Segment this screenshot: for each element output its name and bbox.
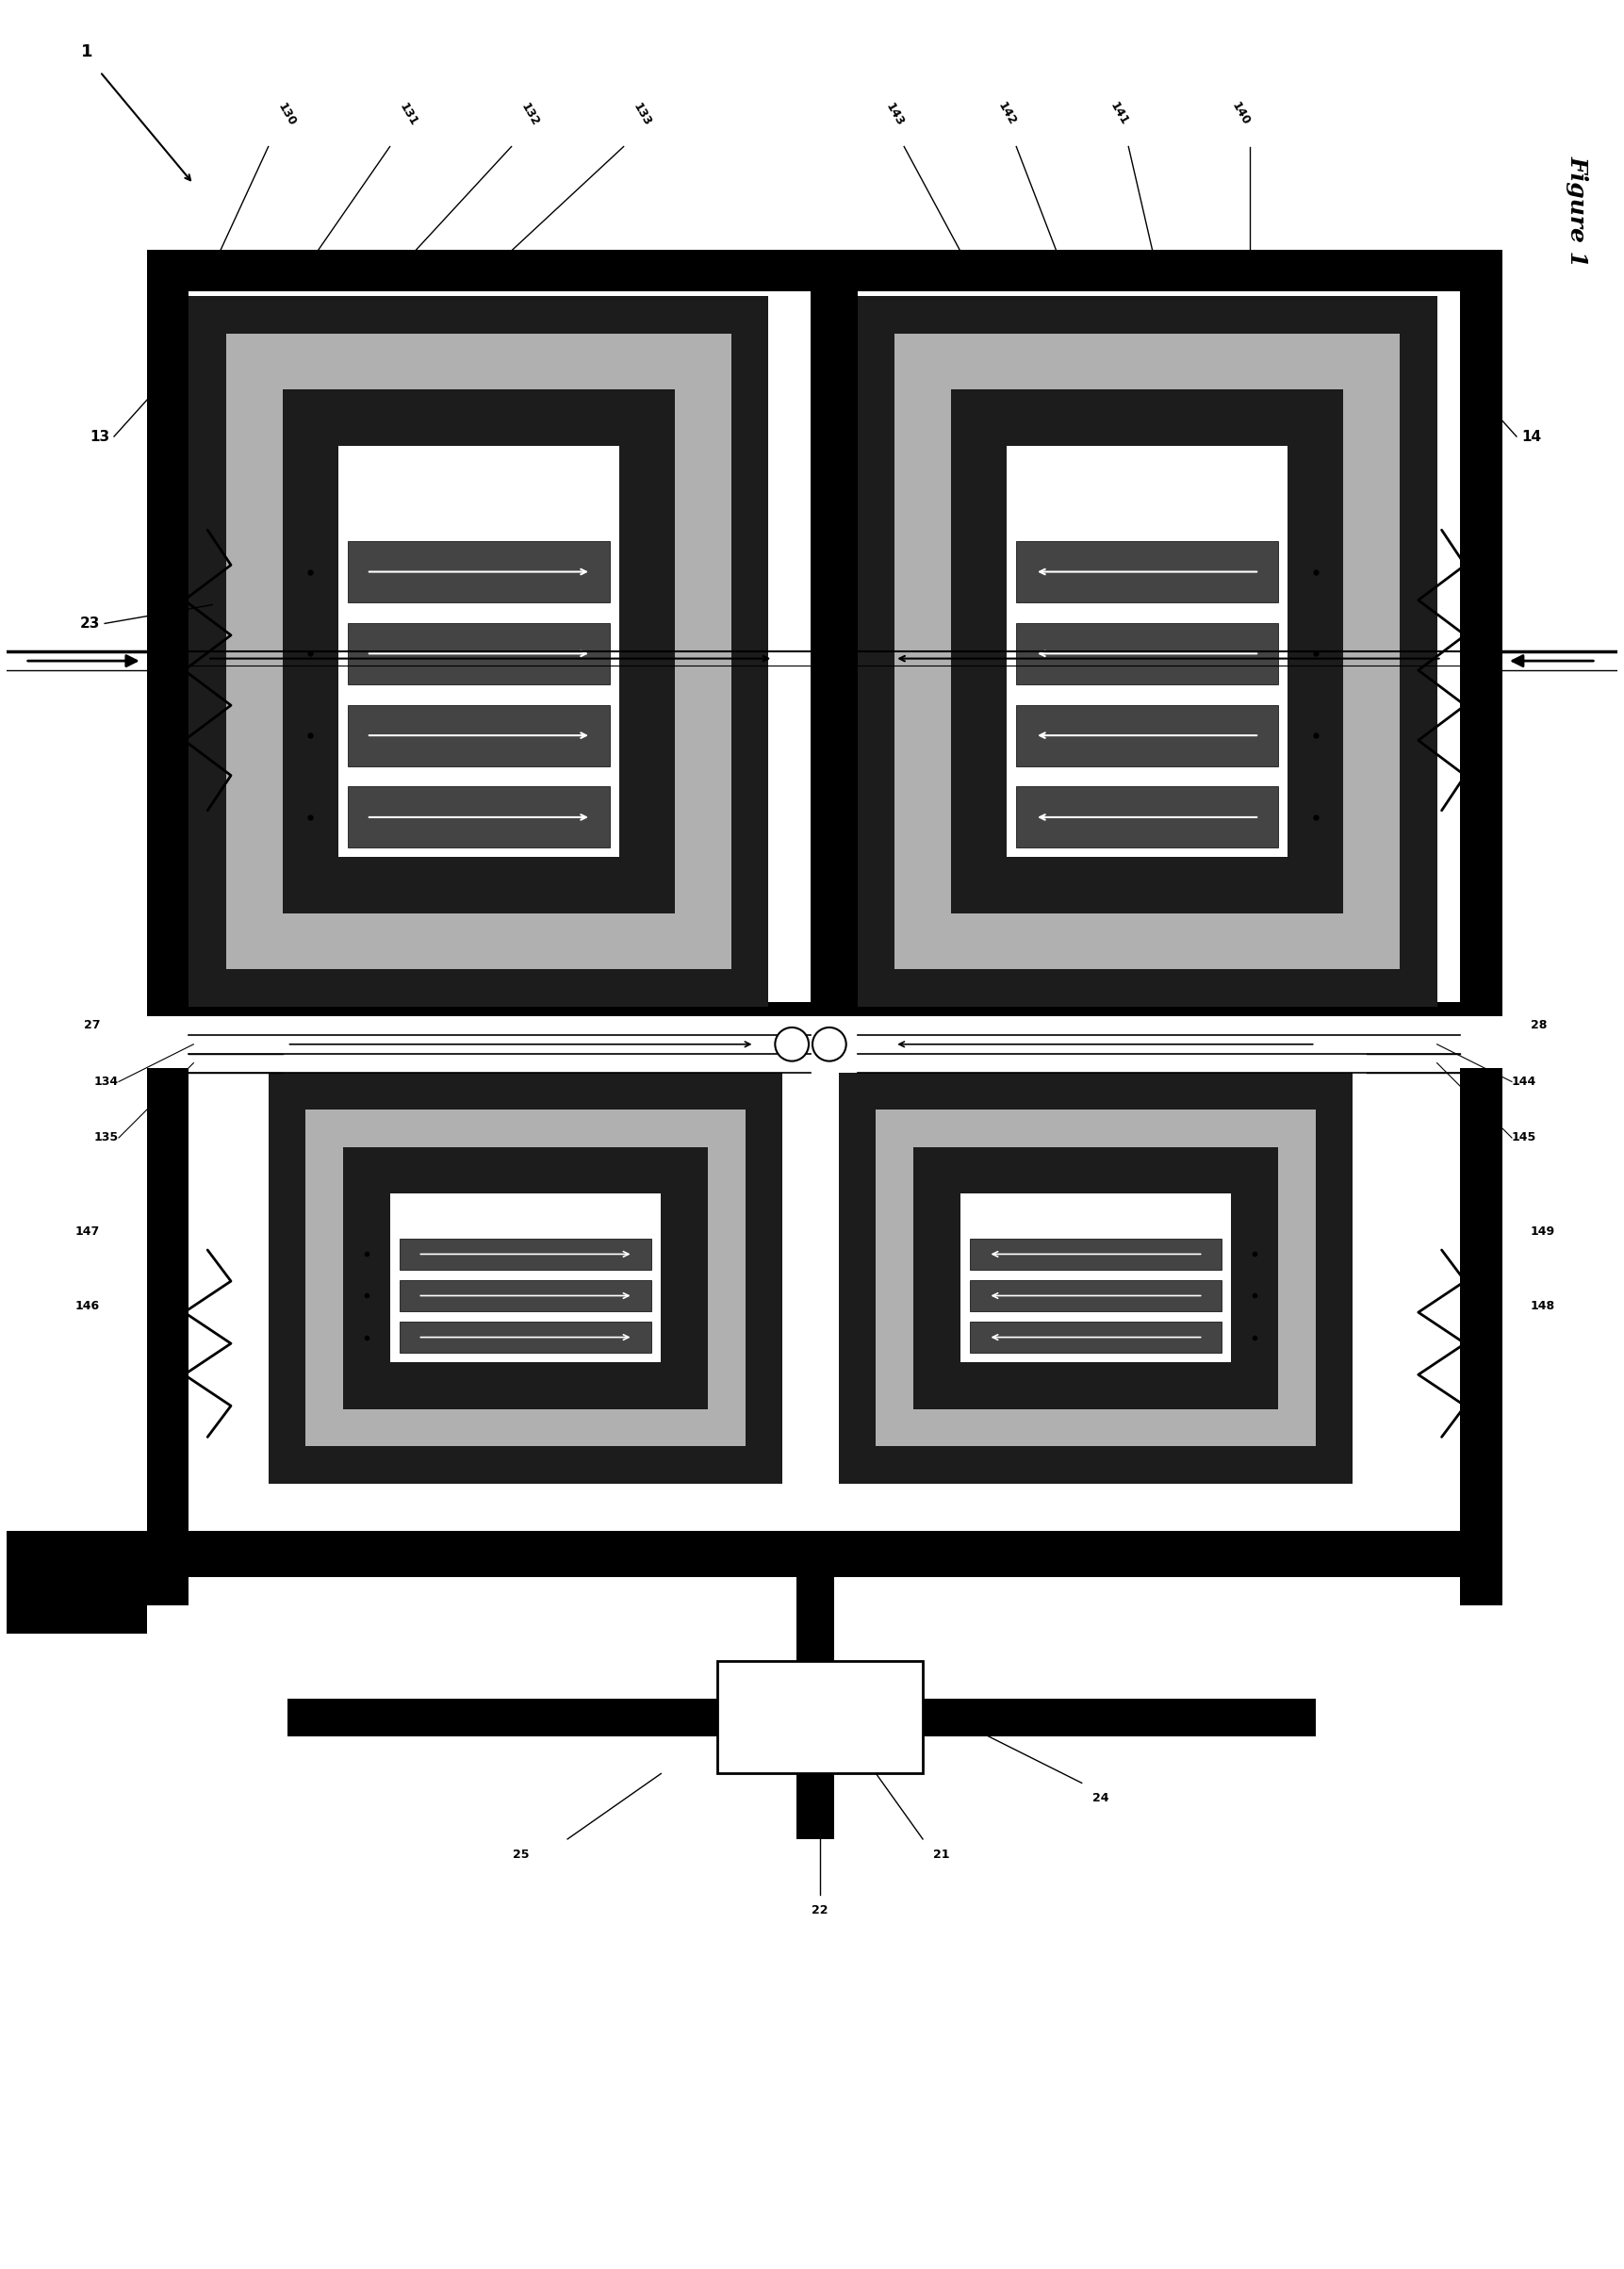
Bar: [268, 1073, 783, 1484]
Text: 132: 132: [518, 100, 541, 127]
Bar: [400, 1321, 651, 1352]
Bar: [1460, 982, 1502, 1559]
Bar: [146, 250, 1502, 290]
Text: 26: 26: [32, 1570, 54, 1584]
Bar: [348, 624, 609, 685]
Text: 130: 130: [276, 100, 299, 127]
Text: 146: 146: [75, 1300, 101, 1311]
Bar: [913, 1148, 1278, 1193]
Bar: [146, 250, 1502, 1044]
Bar: [283, 390, 676, 914]
Bar: [950, 390, 1343, 914]
Bar: [348, 787, 609, 849]
Text: 22: 22: [812, 1904, 828, 1917]
Bar: [0, 1577, 146, 1634]
Bar: [146, 250, 188, 1044]
Bar: [913, 1148, 1278, 1409]
Bar: [857, 297, 1437, 1007]
Bar: [305, 1110, 745, 1445]
Bar: [146, 1532, 1502, 1577]
Text: 24: 24: [1093, 1793, 1109, 1804]
Bar: [343, 1148, 390, 1409]
Circle shape: [775, 1028, 809, 1062]
Bar: [146, 1017, 1502, 1069]
Text: 141: 141: [1108, 100, 1130, 127]
Bar: [146, 1511, 188, 1604]
Bar: [0, 1532, 146, 1634]
Bar: [343, 1148, 708, 1409]
Text: 144: 144: [1512, 1076, 1536, 1087]
Bar: [1231, 1148, 1278, 1409]
Text: 149: 149: [1530, 1225, 1556, 1237]
Text: 28: 28: [1530, 1019, 1548, 1032]
Text: 145: 145: [1512, 1132, 1536, 1144]
Bar: [343, 1148, 708, 1193]
Text: 27: 27: [83, 1019, 101, 1032]
Bar: [970, 1280, 1221, 1311]
Bar: [1460, 1511, 1502, 1604]
Bar: [1460, 250, 1502, 1044]
Bar: [913, 1361, 1278, 1409]
Bar: [970, 1239, 1221, 1271]
Circle shape: [812, 1028, 846, 1062]
Text: 25: 25: [513, 1849, 529, 1861]
Bar: [1017, 787, 1278, 849]
Text: 14: 14: [1522, 429, 1541, 442]
Bar: [400, 1280, 651, 1311]
Bar: [146, 1003, 1502, 1044]
Bar: [283, 858, 676, 914]
Bar: [400, 1239, 651, 1271]
Bar: [970, 1321, 1221, 1352]
Text: 143: 143: [883, 100, 906, 127]
Bar: [226, 334, 731, 969]
Bar: [1017, 624, 1278, 685]
Bar: [895, 334, 1400, 969]
Bar: [146, 982, 188, 1559]
Bar: [1017, 540, 1278, 604]
Bar: [838, 1073, 1353, 1484]
Text: 21: 21: [934, 1849, 950, 1861]
Text: 133: 133: [630, 100, 654, 127]
Bar: [287, 1699, 1315, 1736]
Bar: [283, 390, 338, 914]
Text: 1: 1: [81, 43, 93, 61]
Text: 134: 134: [94, 1076, 119, 1087]
Bar: [619, 390, 676, 914]
Bar: [875, 1110, 1315, 1445]
Bar: [913, 1148, 960, 1409]
Bar: [348, 540, 609, 604]
Bar: [950, 390, 1007, 914]
Text: Figure 1: Figure 1: [1566, 157, 1588, 268]
Bar: [343, 1361, 708, 1409]
Bar: [810, 250, 857, 1044]
Bar: [950, 390, 1343, 445]
Text: 147: 147: [75, 1225, 101, 1237]
Bar: [283, 390, 676, 445]
Bar: [718, 1661, 922, 1774]
Bar: [348, 706, 609, 767]
Text: 142: 142: [996, 100, 1018, 127]
Text: 140: 140: [1229, 100, 1252, 127]
Bar: [661, 1148, 708, 1409]
Text: 135: 135: [94, 1132, 119, 1144]
Bar: [1288, 390, 1343, 914]
Text: 13: 13: [89, 429, 109, 442]
Text: 148: 148: [1530, 1300, 1556, 1311]
Bar: [1017, 706, 1278, 767]
Bar: [797, 1577, 835, 1840]
Bar: [188, 297, 768, 1007]
Text: 131: 131: [398, 100, 421, 127]
Bar: [950, 858, 1343, 914]
Text: 23: 23: [80, 617, 101, 631]
